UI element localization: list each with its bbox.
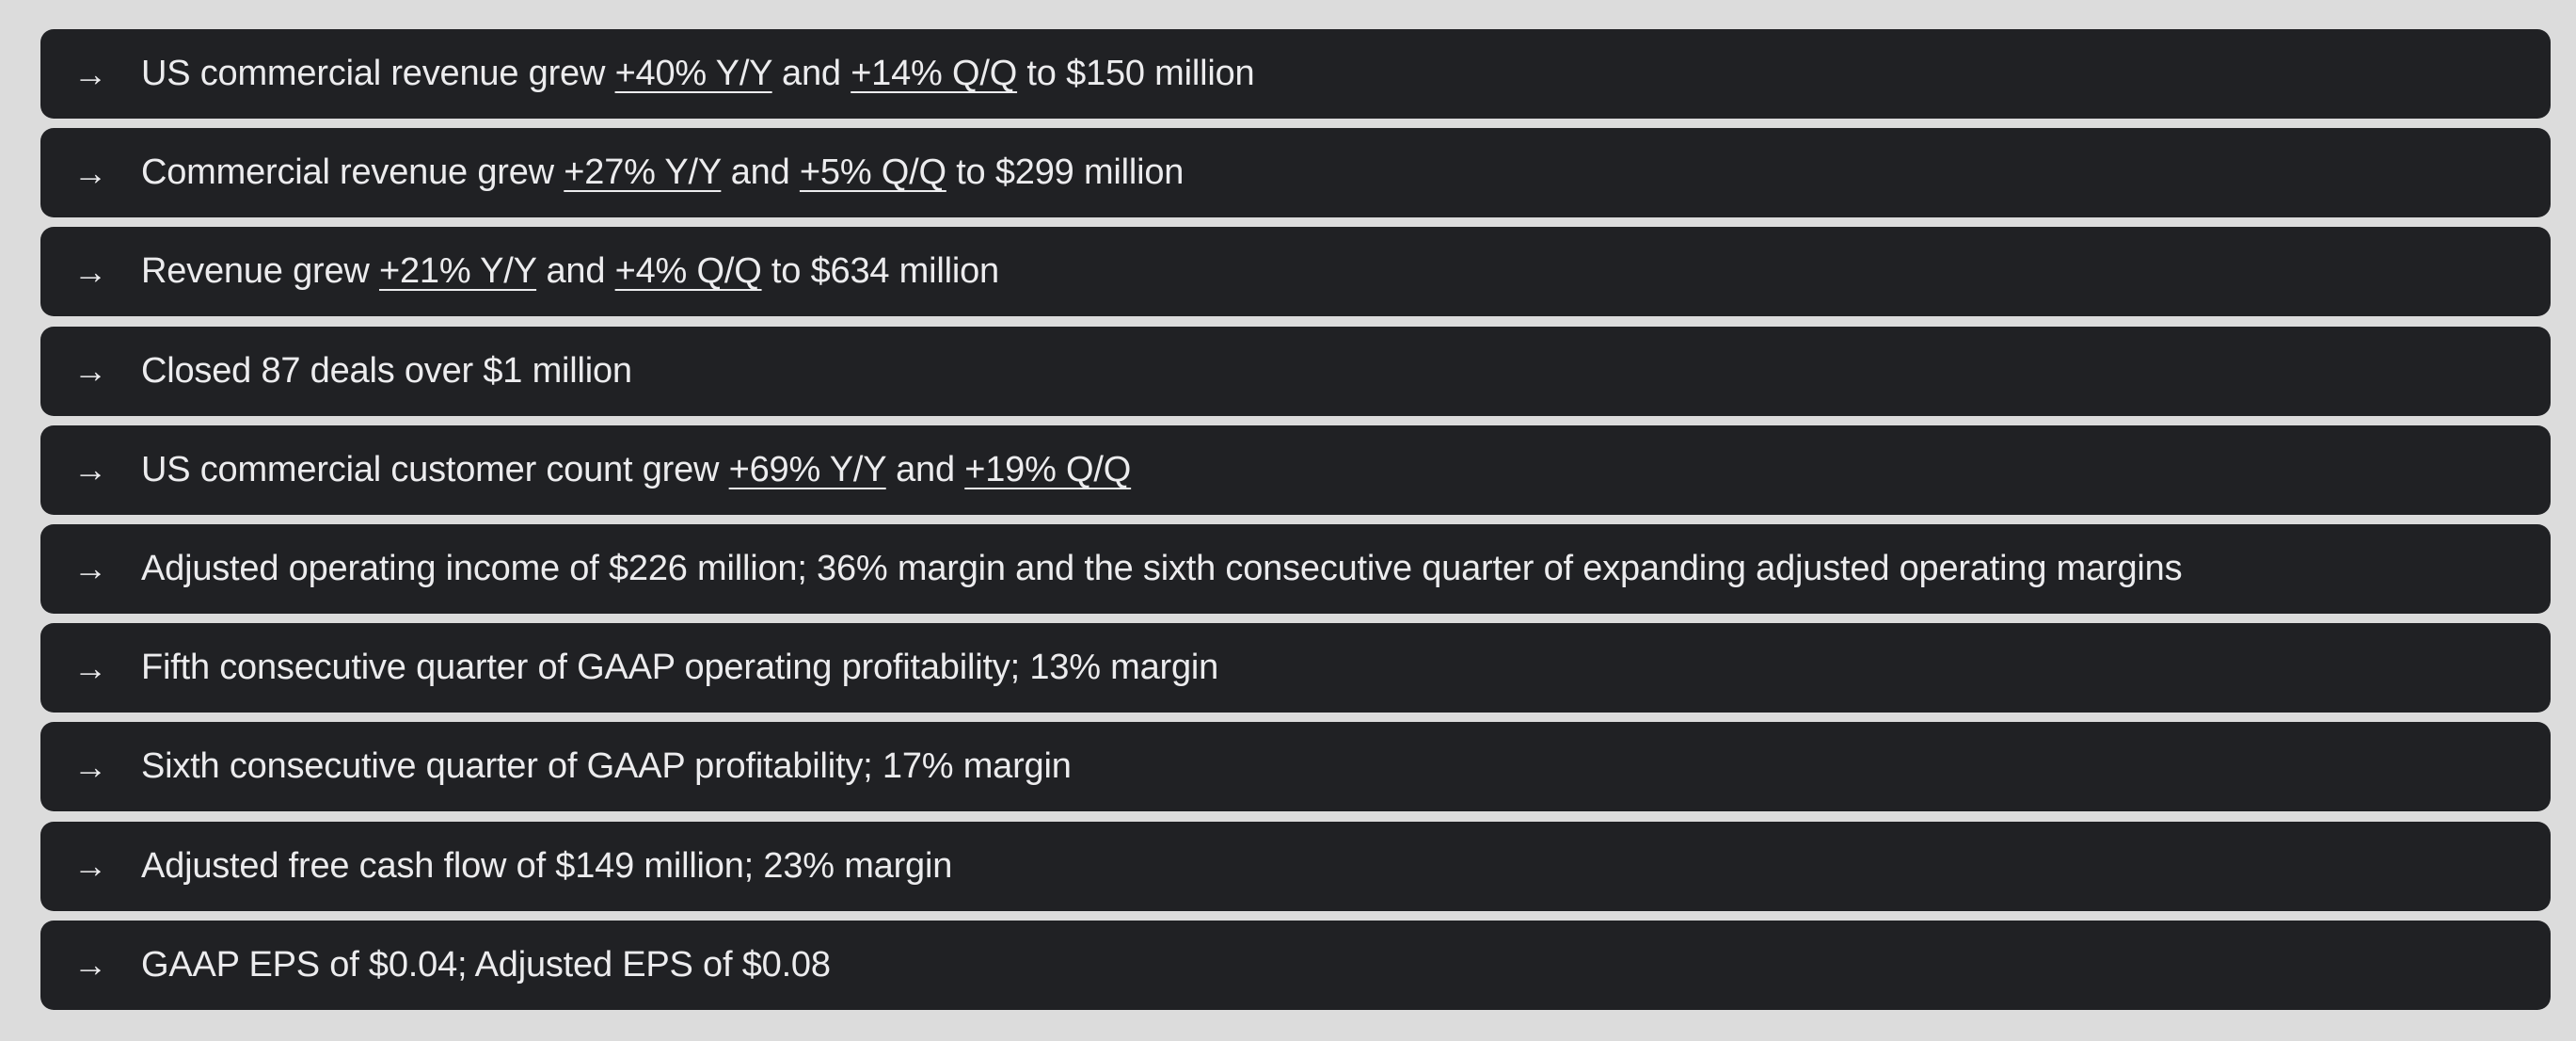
highlight-text: Fifth consecutive quarter of GAAP operat… [141, 648, 1219, 688]
arrow-right-icon: → [73, 648, 107, 687]
highlight-row: → Commercial revenue grew +27% Y/Y and +… [40, 128, 2551, 218]
highlight-text: Sixth consecutive quarter of GAAP profit… [141, 746, 1072, 787]
metric-link[interactable]: +27% Y/Y [564, 152, 722, 193]
highlight-row: → Closed 87 deals over $1 million [40, 326, 2551, 416]
highlight-row: → Fifth consecutive quarter of GAAP oper… [40, 623, 2551, 713]
arrow-right-icon: → [73, 746, 107, 786]
highlight-row: → US commercial customer count grew +69%… [40, 424, 2551, 515]
metric-link[interactable]: +19% Q/Q [964, 449, 1132, 489]
highlight-text: Adjusted operating income of $226 millio… [141, 548, 2183, 588]
highlight-row: → GAAP EPS of $0.04; Adjusted EPS of $0.… [40, 920, 2551, 1010]
highlight-text: GAAP EPS of $0.04; Adjusted EPS of $0.08 [141, 944, 831, 985]
highlight-text: Revenue grew +21% Y/Y and +4% Q/Q to $63… [141, 251, 999, 292]
metric-link[interactable]: +4% Q/Q [614, 251, 762, 292]
highlight-text: Closed 87 deals over $1 million [141, 350, 632, 391]
arrow-right-icon: → [73, 846, 107, 885]
metric-link[interactable]: +5% Q/Q [799, 152, 946, 193]
arrow-right-icon: → [73, 450, 107, 489]
metric-link[interactable]: +69% Y/Y [728, 449, 886, 489]
highlight-row: → Adjusted free cash flow of $149 millio… [40, 821, 2551, 911]
highlight-row: → Adjusted operating income of $226 mill… [40, 523, 2551, 614]
metric-link[interactable]: +40% Y/Y [614, 54, 772, 93]
arrow-right-icon: → [73, 945, 107, 985]
arrow-right-icon: → [73, 549, 107, 588]
highlight-row: → Revenue grew +21% Y/Y and +4% Q/Q to $… [40, 227, 2551, 317]
arrow-right-icon: → [73, 251, 107, 291]
arrow-right-icon: → [73, 152, 107, 192]
highlight-text: Adjusted free cash flow of $149 million;… [141, 845, 953, 886]
highlights-list: → US commercial revenue grew +40% Y/Y an… [40, 29, 2551, 1019]
arrow-right-icon: → [73, 351, 107, 391]
highlight-text: US commercial revenue grew +40% Y/Y and … [141, 54, 1255, 93]
highlight-text: US commercial customer count grew +69% Y… [141, 449, 1132, 489]
highlight-row: → Sixth consecutive quarter of GAAP prof… [40, 722, 2551, 812]
metric-link[interactable]: +14% Q/Q [851, 54, 1018, 93]
highlight-row: → US commercial revenue grew +40% Y/Y an… [40, 29, 2551, 119]
arrow-right-icon: → [73, 54, 107, 93]
metric-link[interactable]: +21% Y/Y [379, 251, 537, 292]
highlight-text: Commercial revenue grew +27% Y/Y and +5%… [141, 152, 1185, 193]
